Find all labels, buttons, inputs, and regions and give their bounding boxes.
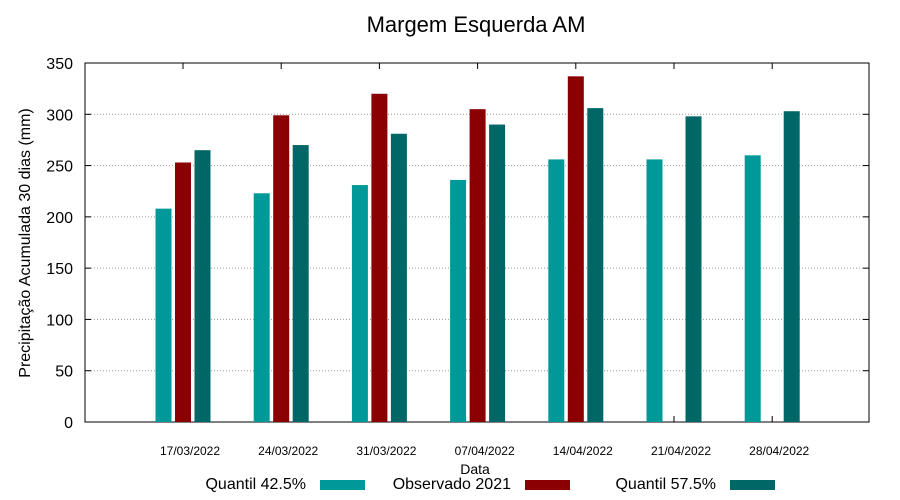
legend-label: Quantil 57.5%: [615, 476, 716, 493]
bar-quantil-57-5: [390, 133, 407, 422]
bar-quantil-42-5: [450, 179, 467, 422]
legend: Quantil 42.5% Observado 2021 Quantil 57.5%: [205, 476, 775, 493]
y-tick-label: 50: [55, 364, 73, 381]
bar-quantil-57-5: [489, 124, 506, 423]
chart-title: Margem Esquerda AM: [367, 12, 586, 37]
bar-observado-2021: [175, 162, 191, 422]
x-tick-label: 21/04/2022: [651, 444, 711, 458]
legend-swatch: [320, 480, 365, 490]
bar-observado-2021: [469, 109, 486, 423]
bar-quantil-42-5: [155, 208, 172, 422]
bar-quantil-42-5: [548, 159, 565, 422]
y-axis-label: Precipitação Acumulada 30 dias (mm): [17, 108, 34, 377]
y-tick-label: 250: [46, 159, 73, 176]
y-axis-ticks: 0 50 100 150 200 250 300 350: [46, 56, 869, 432]
bar-quantil-57-5: [587, 108, 604, 422]
y-tick-label: 350: [46, 56, 73, 73]
y-tick-label: 150: [46, 261, 73, 278]
bar-quantil-42-5: [744, 155, 761, 423]
x-tick-label: 24/03/2022: [258, 444, 318, 458]
bars: [155, 76, 800, 423]
x-tick-label: 17/03/2022: [160, 444, 220, 458]
bar-quantil-57-5: [194, 150, 211, 422]
bar-observado-2021: [371, 93, 388, 423]
y-tick-label: 300: [46, 107, 73, 124]
x-axis-label: Data: [460, 461, 490, 477]
bar-observado-2021: [567, 76, 584, 422]
bar-quantil-42-5: [253, 193, 270, 422]
x-axis-ticks: 17/03/2022 24/03/2022 31/03/2022 07/04/2022…: [160, 63, 810, 458]
legend-label: Quantil 42.5%: [205, 476, 306, 493]
y-tick-label: 200: [46, 210, 73, 227]
x-tick-label: 28/04/2022: [749, 444, 809, 458]
bar-quantil-42-5: [351, 185, 368, 422]
x-tick-label: 31/03/2022: [356, 444, 416, 458]
bar-observado-2021: [273, 115, 290, 422]
x-tick-label: 14/04/2022: [553, 444, 613, 458]
y-tick-label: 100: [46, 312, 73, 329]
x-tick-label: 07/04/2022: [455, 444, 515, 458]
bar-quantil-57-5: [685, 116, 702, 422]
legend-swatch: [525, 480, 570, 490]
legend-swatch: [730, 480, 775, 490]
legend-label: Observado 2021: [393, 476, 511, 493]
bar-quantil-57-5: [783, 111, 800, 423]
bar-quantil-57-5: [292, 145, 309, 423]
y-tick-label: 0: [64, 415, 73, 432]
bar-quantil-42-5: [646, 159, 663, 422]
